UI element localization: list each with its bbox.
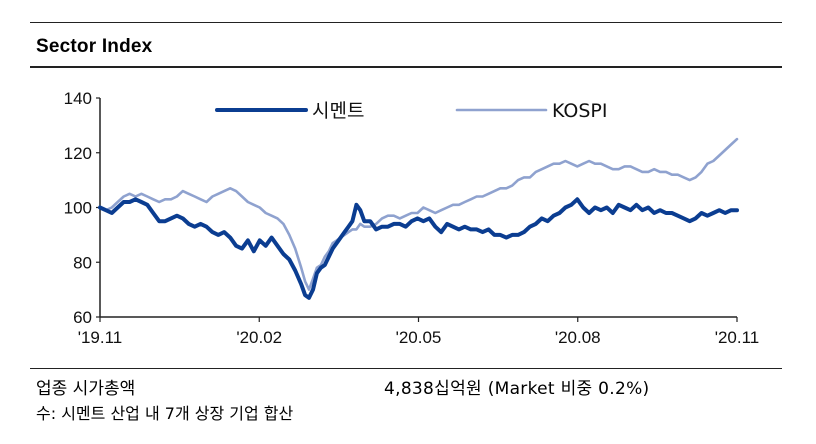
line-chart: 60 80 100 120 140 '19.11 '20.02 '20.05 '20.08 '20… <box>64 89 760 347</box>
top-rule <box>30 22 782 23</box>
plot-area: 60 80 100 120 140 '19.11 '20.02 '20.05 '20.08 '20… <box>30 76 782 364</box>
series-line-kospi <box>98 137 739 291</box>
market-cap-label: 업종 시가총액 <box>36 379 136 399</box>
x-tick-label: '20.05 <box>396 328 442 347</box>
source-note: 수: 시멘트 산업 내 7개 상장 기업 합산 <box>36 404 294 423</box>
footer-rule <box>30 368 782 369</box>
market-cap-value: 4,838십억원 (Market 비중 0.2%) <box>384 379 650 399</box>
legend-label-kospi: KOSPI <box>552 100 608 122</box>
y-tick-label: 80 <box>73 253 92 272</box>
y-tick-label: 120 <box>64 144 92 163</box>
x-tick-label: '19.11 <box>78 328 123 347</box>
x-tick-label: '20.02 <box>236 328 282 347</box>
legend-label-cement: 시멘트 <box>312 100 364 122</box>
y-tick-label: 100 <box>64 199 92 218</box>
series-line-cement <box>98 197 739 300</box>
title-rule <box>30 66 782 68</box>
y-tick-label: 60 <box>73 308 92 327</box>
y-tick-label: 140 <box>64 89 92 108</box>
x-tick-label: '20.11 <box>715 328 760 347</box>
x-tick-label: '20.08 <box>555 328 601 347</box>
chart-title: Sector Index <box>36 36 153 57</box>
